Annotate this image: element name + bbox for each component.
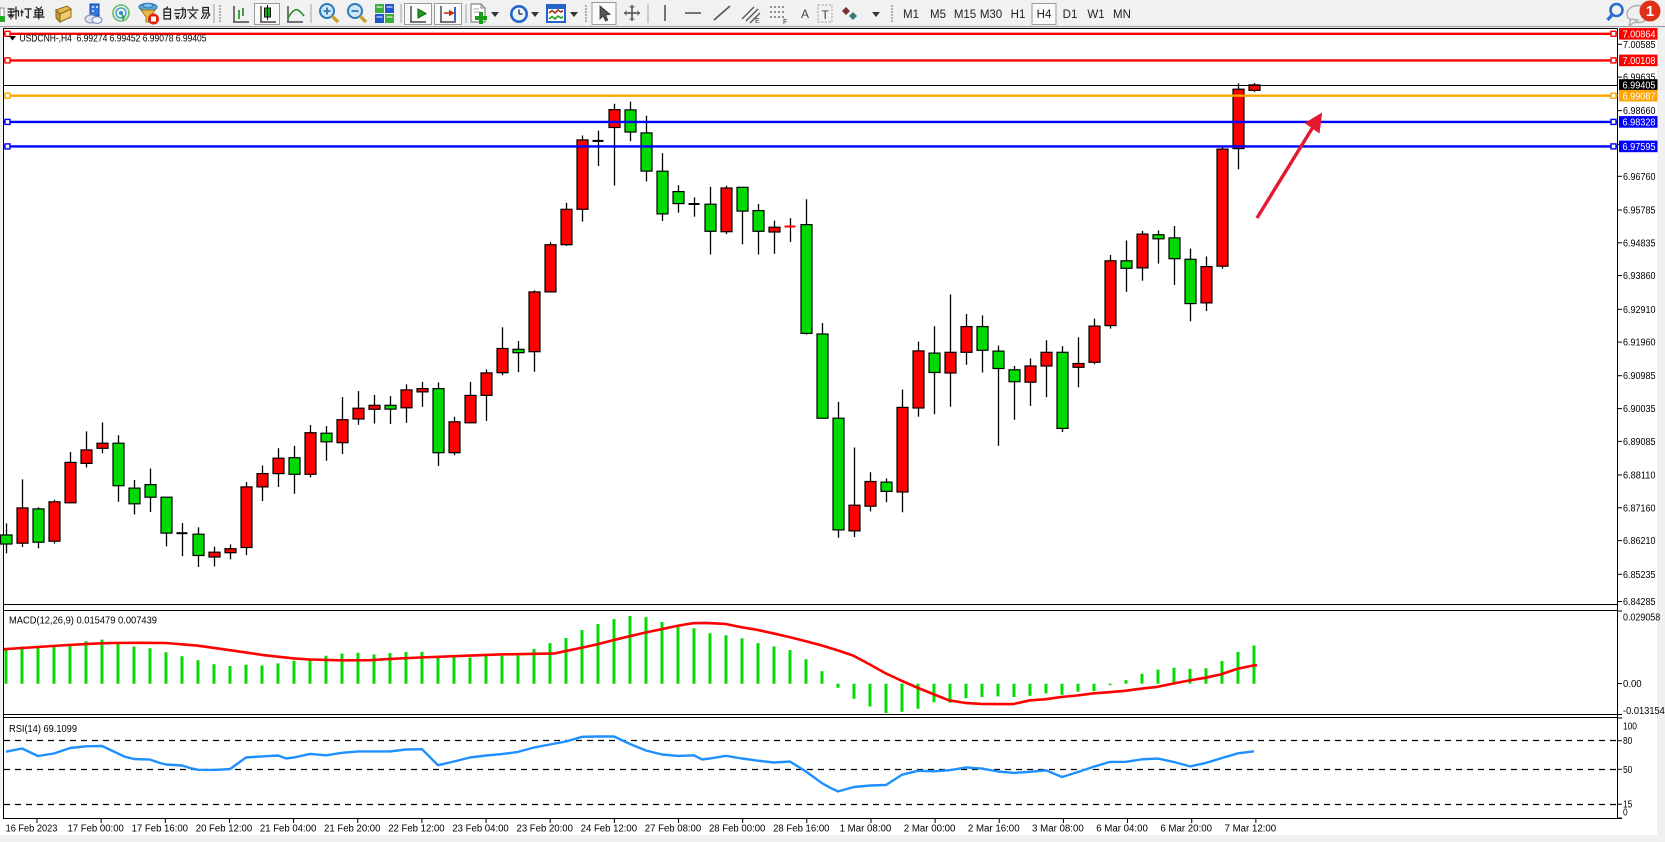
svg-text:6.94835: 6.94835 [1623, 238, 1656, 249]
svg-text:1: 1 [1646, 3, 1654, 20]
svg-text:23 Feb 04:00: 23 Feb 04:00 [452, 824, 509, 835]
svg-text:28 Feb 16:00: 28 Feb 16:00 [773, 824, 830, 835]
svg-text:24 Feb 12:00: 24 Feb 12:00 [581, 824, 638, 835]
svg-text:6 Mar 04:00: 6 Mar 04:00 [1096, 824, 1148, 835]
svg-text:3 Mar 08:00: 3 Mar 08:00 [1032, 824, 1084, 835]
svg-text:E: E [755, 18, 760, 25]
svg-text:6.90035: 6.90035 [1623, 404, 1656, 415]
svg-text:1 Mar 08:00: 1 Mar 08:00 [840, 824, 892, 835]
svg-text:7.00585: 7.00585 [1623, 40, 1656, 51]
svg-text:A: A [801, 7, 809, 21]
svg-text:7 Mar 12:00: 7 Mar 12:00 [1225, 824, 1277, 835]
svg-text:15: 15 [1623, 800, 1633, 811]
svg-text:7.00864: 7.00864 [1623, 29, 1656, 40]
svg-text:RSI(14) 69.1099: RSI(14) 69.1099 [9, 723, 77, 735]
svg-text:H1: H1 [1011, 9, 1026, 21]
svg-text:6.92910: 6.92910 [1623, 305, 1656, 316]
svg-text:6.89085: 6.89085 [1623, 437, 1656, 448]
svg-text:MN: MN [1113, 9, 1131, 21]
svg-text:27 Feb 08:00: 27 Feb 08:00 [645, 824, 702, 835]
svg-text:6.88110: 6.88110 [1623, 471, 1656, 482]
svg-text:F: F [783, 19, 787, 26]
svg-text:T: T [822, 8, 830, 22]
svg-text:6.93860: 6.93860 [1623, 271, 1656, 282]
svg-text:23 Feb 20:00: 23 Feb 20:00 [517, 824, 574, 835]
svg-text:0.00: 0.00 [1623, 679, 1642, 690]
svg-text:6.98660: 6.98660 [1623, 106, 1656, 117]
svg-text:28 Feb 00:00: 28 Feb 00:00 [709, 824, 766, 835]
svg-text:M30: M30 [980, 9, 1002, 21]
svg-text:MACD(12,26,9) 0.015479 0.00743: MACD(12,26,9) 0.015479 0.007439 [9, 615, 157, 627]
svg-text:50: 50 [1623, 765, 1633, 776]
svg-text:USDCNH-,H4 6.99274 6.99452 6.: USDCNH-,H4 6.99274 6.99452 6.99078 6.994… [20, 33, 207, 45]
svg-text:6.98328: 6.98328 [1623, 118, 1656, 129]
svg-text:6 Mar 20:00: 6 Mar 20:00 [1160, 824, 1212, 835]
svg-text:D1: D1 [1063, 9, 1078, 21]
svg-text:6.96760: 6.96760 [1623, 172, 1656, 183]
svg-text:16 Feb 2023: 16 Feb 2023 [6, 824, 58, 835]
svg-text:17 Feb 16:00: 17 Feb 16:00 [132, 824, 189, 835]
svg-text:2 Mar 16:00: 2 Mar 16:00 [968, 824, 1020, 835]
svg-text:6.99635: 6.99635 [1623, 73, 1656, 84]
svg-text:6.99405: 6.99405 [1623, 81, 1656, 92]
svg-text:M1: M1 [903, 9, 919, 21]
svg-text:80: 80 [1623, 736, 1633, 747]
svg-text:6.97595: 6.97595 [1623, 142, 1656, 153]
svg-text:6.86210: 6.86210 [1623, 536, 1656, 547]
svg-text:20 Feb 12:00: 20 Feb 12:00 [196, 824, 253, 835]
svg-text:6.91960: 6.91960 [1623, 338, 1656, 349]
svg-text:6.87160: 6.87160 [1623, 503, 1656, 514]
svg-text:6.95785: 6.95785 [1623, 206, 1656, 217]
svg-text:6.84285: 6.84285 [1623, 597, 1656, 608]
svg-text:21 Feb 04:00: 21 Feb 04:00 [260, 824, 317, 835]
svg-text:2 Mar 00:00: 2 Mar 00:00 [904, 824, 956, 835]
svg-text:H4: H4 [1037, 9, 1052, 21]
svg-text:6.85235: 6.85235 [1623, 570, 1656, 581]
svg-text:W1: W1 [1087, 9, 1104, 21]
svg-text:M5: M5 [930, 9, 946, 21]
svg-text:100: 100 [1623, 722, 1637, 733]
svg-text:-0.013154: -0.013154 [1623, 706, 1665, 717]
svg-text:6.99087: 6.99087 [1623, 91, 1656, 102]
svg-text:6.90985: 6.90985 [1623, 371, 1656, 382]
svg-text:17 Feb 00:00: 17 Feb 00:00 [67, 824, 124, 835]
svg-text:22 Feb 12:00: 22 Feb 12:00 [388, 824, 445, 835]
svg-text:21 Feb 20:00: 21 Feb 20:00 [324, 824, 381, 835]
svg-text:M15: M15 [954, 9, 976, 21]
svg-text:0.029058: 0.029058 [1623, 612, 1661, 623]
svg-text:0: 0 [1623, 807, 1628, 818]
svg-text:7.00108: 7.00108 [1623, 56, 1656, 67]
